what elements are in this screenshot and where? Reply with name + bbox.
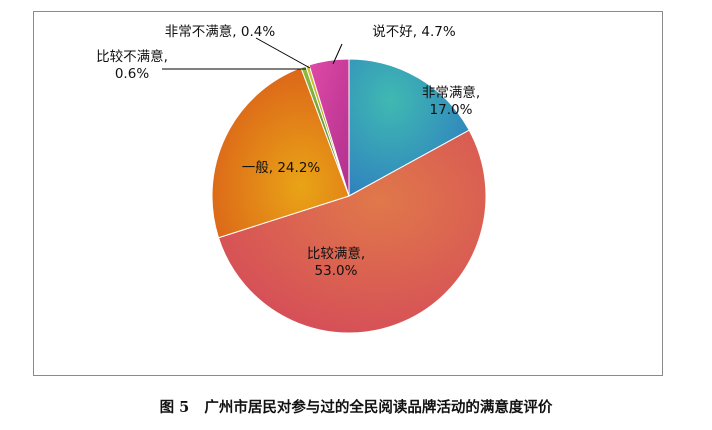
slice-label: 非常满意, 17.0% bbox=[422, 84, 480, 118]
slice-label-category: 比较不满意, bbox=[96, 48, 168, 65]
pie-slice bbox=[211, 67, 350, 239]
figure-number: 图 5 bbox=[159, 399, 190, 416]
slice-label: 比较不满意, 0.6% bbox=[96, 48, 168, 82]
leader-line bbox=[332, 43, 343, 65]
pie-chart: 非常满意, 17.0% 比较满意, 53.0% 一般, 24.2% 比较不满意, 0.6% 非… bbox=[96, 23, 487, 334]
chart-frame: 非常满意, 17.0% 比较满意, 53.0% 一般, 24.2% 比较不满意, 0.6% 非… bbox=[33, 11, 663, 376]
slice-label: 一般, 24.2% bbox=[242, 160, 321, 176]
figure-caption: 图 5 广州市居民对参与过的全民阅读品牌活动的满意度评价 bbox=[0, 396, 712, 417]
pie-slice bbox=[217, 129, 487, 334]
slice-label-value: 53.0% bbox=[315, 263, 358, 279]
pie-slice bbox=[348, 58, 470, 197]
slice-label: 比较满意, 53.0% bbox=[307, 245, 365, 279]
figure-title: 广州市居民对参与过的全民阅读品牌活动的满意度评价 bbox=[204, 399, 553, 416]
slice-label-value: 17.0% bbox=[430, 102, 473, 118]
slice-label-value: 0.6% bbox=[115, 66, 149, 82]
slice-label-category: 非常满意, bbox=[422, 84, 480, 101]
pie-slice bbox=[308, 58, 350, 197]
leader-line bbox=[255, 37, 311, 69]
slice-label: 说不好, 4.7% bbox=[372, 24, 456, 40]
slice-label: 非常不满意, 0.4% bbox=[165, 23, 276, 40]
slice-label-category: 比较满意, bbox=[307, 245, 365, 262]
